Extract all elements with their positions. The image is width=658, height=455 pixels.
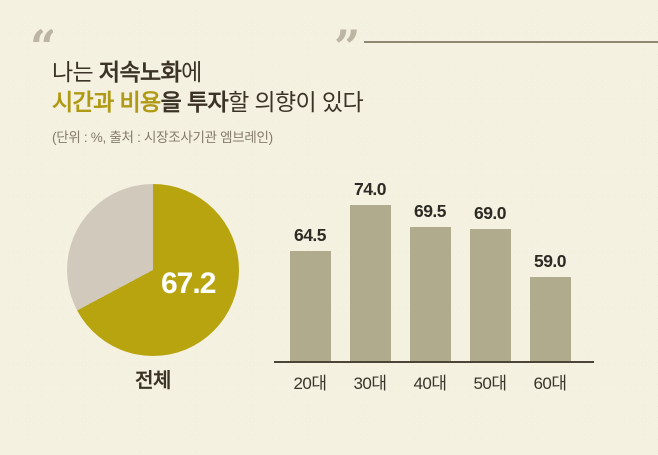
bar-column: 69.0 — [460, 176, 520, 362]
bar-column: 69.5 — [400, 176, 460, 362]
bar — [529, 277, 571, 362]
title-text: 나는 — [52, 59, 99, 85]
bar-category-label: 50대 — [473, 374, 507, 393]
bar — [349, 205, 391, 362]
title-line-2: 시간과 비용을 투자할 의향이 있다 — [52, 87, 364, 117]
bar-chart: 64.5 74.0 69.5 69.0 59.0 — [274, 176, 594, 362]
page-title: 나는 저속노화에 시간과 비용을 투자할 의향이 있다 — [52, 57, 364, 117]
bar-column: 59.0 — [520, 176, 580, 362]
title-line-1: 나는 저속노화에 — [52, 57, 363, 87]
header-divider-line — [364, 41, 658, 43]
pie-value-label: 67.2 — [161, 267, 216, 300]
bar-column: 74.0 — [340, 176, 400, 362]
bar-category-label: 20대 — [293, 374, 327, 393]
bar-value-label: 74.0 — [353, 179, 387, 199]
open-quote-icon: “ — [30, 24, 54, 54]
bar-value-label: 64.5 — [293, 225, 327, 245]
bar-column: 64.5 — [280, 176, 340, 362]
bar-value-label: 69.5 — [413, 201, 447, 221]
title-text: 할 의향이 있다 — [228, 89, 364, 115]
bar-category-row: 20대 30대 40대 50대 60대 — [274, 369, 594, 394]
title-accent-keyword: 시간과 비용 — [52, 89, 161, 115]
bar — [409, 227, 451, 362]
source-note: (단위 : %, 출처 : 시장조사기관 엠브레인) — [52, 130, 273, 145]
title-keyword: 을 투자 — [160, 89, 229, 115]
bar-value-label: 69.0 — [473, 203, 507, 223]
pie-category-label: 전체 — [135, 370, 171, 392]
bar-category-label: 40대 — [413, 374, 447, 393]
x-axis-line — [274, 361, 594, 363]
bar-value-label: 59.0 — [533, 251, 567, 271]
bar-category-label: 30대 — [353, 374, 387, 393]
pie-chart — [67, 184, 239, 356]
close-quote-icon: ” — [334, 24, 358, 54]
bar — [469, 229, 511, 362]
bar — [289, 251, 331, 362]
title-keyword: 저속노화 — [98, 59, 182, 85]
title-text: 에 — [181, 59, 202, 85]
bar-category-label: 60대 — [533, 374, 567, 393]
